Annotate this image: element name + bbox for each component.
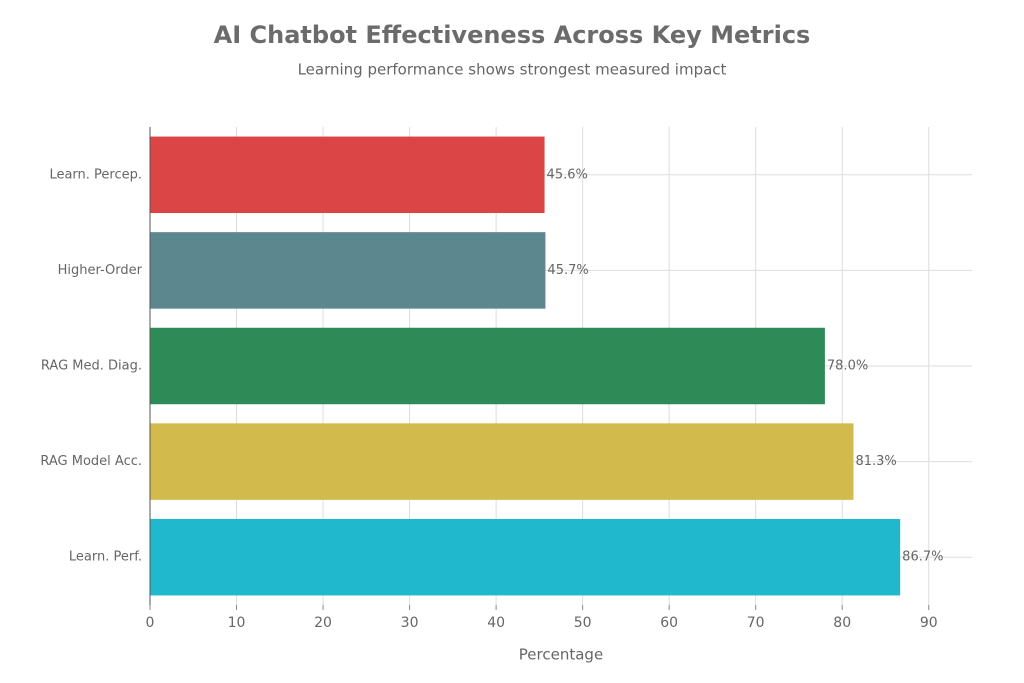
category-label: RAG Med. Diag. xyxy=(41,359,142,374)
bar xyxy=(150,518,901,596)
x-tick-label: 90 xyxy=(920,615,938,631)
bar xyxy=(150,232,546,309)
bar xyxy=(150,136,545,214)
x-axis-label: Percentage xyxy=(519,646,603,664)
bar xyxy=(150,423,854,500)
value-label: 86.7% xyxy=(902,550,943,565)
x-tick-label: 10 xyxy=(228,615,246,631)
x-tick-label: 40 xyxy=(487,615,505,631)
x-tick-label: 20 xyxy=(314,615,332,631)
value-label: 45.6% xyxy=(547,167,588,182)
chart-title: AI Chatbot Effectiveness Across Key Metr… xyxy=(214,21,811,49)
x-tick-label: 30 xyxy=(401,615,419,631)
chart-subtitle: Learning performance shows strongest mea… xyxy=(298,61,727,79)
category-label: Higher-Order xyxy=(58,263,143,278)
value-label: 78.0% xyxy=(827,359,868,374)
x-tick-label: 80 xyxy=(833,615,851,631)
category-label: Learn. Percep. xyxy=(49,167,142,182)
value-label: 45.7% xyxy=(547,263,588,278)
x-tick-label: 50 xyxy=(574,615,592,631)
category-label: Learn. Perf. xyxy=(69,550,142,565)
x-tick-label: 70 xyxy=(747,615,765,631)
category-label: RAG Model Acc. xyxy=(40,454,142,469)
x-tick-label: 0 xyxy=(146,615,155,631)
value-label: 81.3% xyxy=(855,454,896,469)
x-tick-label: 60 xyxy=(660,615,678,631)
bar xyxy=(150,327,825,405)
